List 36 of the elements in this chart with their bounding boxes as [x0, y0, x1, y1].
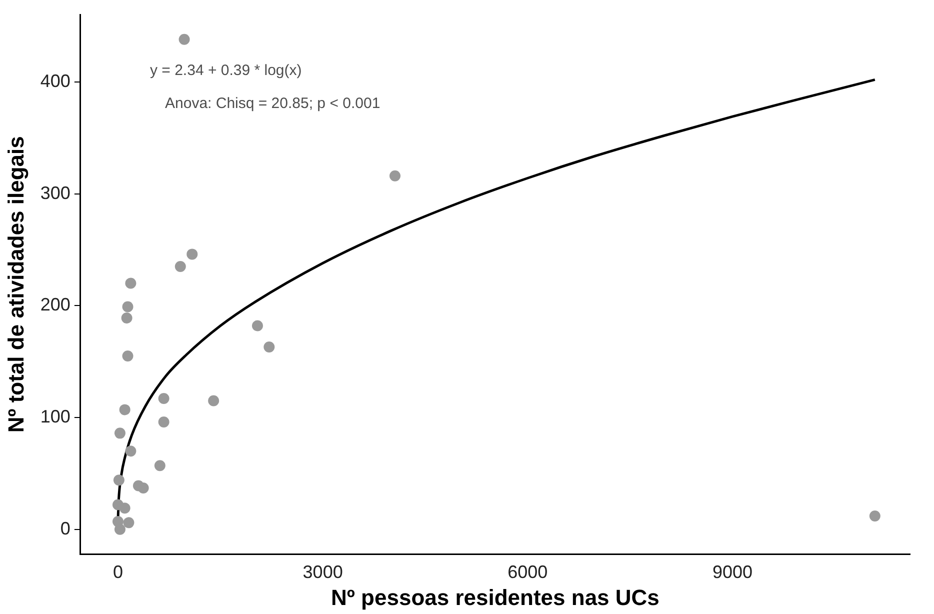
- point: [114, 428, 126, 439]
- point: [112, 516, 124, 528]
- point: [389, 170, 400, 182]
- y-tick-label: 300: [40, 182, 70, 203]
- point: [121, 312, 132, 324]
- point: [119, 404, 130, 416]
- point: [119, 502, 130, 514]
- point: [158, 393, 170, 404]
- point: [123, 517, 134, 528]
- point: [208, 395, 220, 406]
- point: [186, 248, 198, 260]
- y-tick-label: 400: [40, 70, 70, 91]
- point: [113, 474, 124, 486]
- x-tick-label: 3000: [302, 562, 343, 582]
- point: [869, 510, 880, 522]
- x-tick-label: 9000: [712, 562, 753, 582]
- point: [264, 342, 275, 353]
- point: [178, 34, 190, 45]
- point: [125, 278, 136, 289]
- point: [138, 482, 149, 494]
- annotation: Anova: Chisq = 20.85; p < 0.001: [165, 95, 380, 112]
- point: [122, 301, 134, 312]
- x-tick-label: 0: [112, 562, 123, 582]
- point: [154, 460, 166, 472]
- annotation: y = 2.34 + 0.39 * log(x): [150, 62, 302, 80]
- y-tick-label: 0: [60, 518, 70, 538]
- y-axis-title: Nº total de atividades ilegais: [3, 136, 28, 433]
- x-tick-label: 6000: [508, 562, 548, 582]
- point: [252, 320, 263, 332]
- point: [158, 416, 170, 428]
- point: [174, 261, 186, 272]
- point: [125, 446, 136, 457]
- y-tick-label: 100: [40, 406, 70, 426]
- y-tick-label: 200: [40, 294, 70, 315]
- x-axis-title: Nº pessoas residentes nas UCs: [331, 584, 660, 610]
- point: [122, 350, 134, 362]
